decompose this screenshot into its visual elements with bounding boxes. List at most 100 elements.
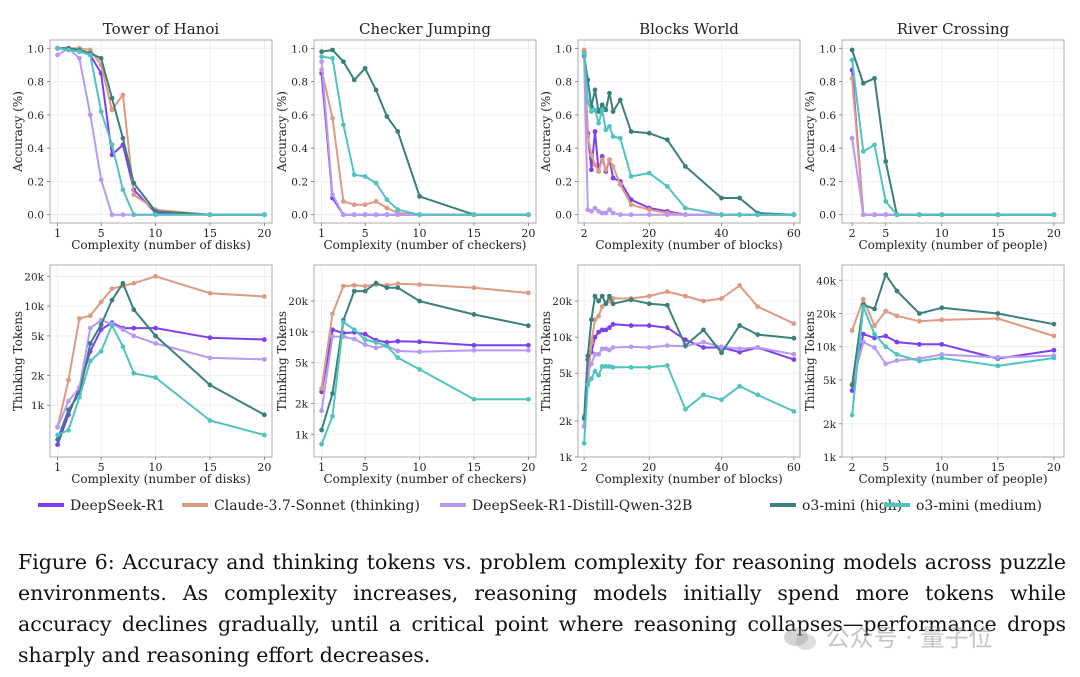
series-line bbox=[320, 61, 529, 216]
data-point bbox=[395, 338, 401, 344]
data-point bbox=[603, 301, 609, 307]
data-point bbox=[860, 296, 866, 302]
y-tick-label: 0.8 bbox=[27, 77, 44, 89]
data-point bbox=[607, 293, 612, 299]
data-point bbox=[646, 207, 652, 213]
y-tick-label: 5k bbox=[31, 331, 45, 343]
data-point bbox=[603, 327, 609, 333]
data-point bbox=[120, 327, 126, 332]
data-point bbox=[261, 432, 267, 438]
x-axis-label: Complexity (number of blocks) bbox=[595, 238, 782, 252]
data-point bbox=[737, 346, 743, 352]
series-line bbox=[320, 69, 529, 216]
y-tick-label: 0.0 bbox=[555, 210, 572, 222]
data-point bbox=[628, 202, 634, 208]
data-point bbox=[351, 282, 357, 288]
data-point bbox=[682, 205, 688, 211]
data-point bbox=[340, 283, 346, 289]
x-tick-label: 40 bbox=[715, 461, 729, 474]
x-tick-label: 5 bbox=[882, 227, 889, 240]
data-point bbox=[701, 345, 706, 350]
data-point bbox=[340, 198, 346, 204]
data-point bbox=[55, 52, 61, 58]
y-tick-label: 5k bbox=[823, 375, 837, 387]
data-point bbox=[755, 392, 761, 398]
x-tick-label: 2 bbox=[581, 461, 588, 474]
data-point bbox=[628, 364, 634, 370]
legend-item: o3-mini (high) bbox=[770, 498, 902, 514]
data-point bbox=[872, 331, 877, 337]
watermark-text: 公众号 · 量子位 bbox=[825, 624, 993, 652]
x-axis-label: Complexity (number of blocks) bbox=[595, 472, 782, 486]
y-tick-label: 0.2 bbox=[555, 176, 572, 188]
data-point bbox=[525, 396, 531, 402]
data-point bbox=[395, 129, 401, 134]
data-point bbox=[207, 335, 213, 341]
data-point bbox=[76, 394, 82, 400]
data-point bbox=[628, 344, 634, 350]
legend-label: Claude-3.7-Sonnet (thinking) bbox=[214, 498, 420, 514]
data-point bbox=[351, 336, 357, 342]
legend-item: Claude-3.7-Sonnet (thinking) bbox=[182, 498, 420, 514]
y-tick-label: 1k bbox=[31, 400, 45, 412]
data-point bbox=[207, 212, 213, 218]
x-tick-label: 5 bbox=[98, 227, 105, 240]
data-point bbox=[646, 293, 652, 299]
y-tick-label: 2k bbox=[823, 419, 837, 431]
data-point bbox=[755, 332, 761, 338]
data-point bbox=[603, 167, 609, 173]
x-tick-label: 20 bbox=[1047, 227, 1061, 240]
data-point bbox=[261, 412, 267, 418]
data-point bbox=[894, 358, 900, 363]
data-point bbox=[737, 283, 743, 288]
data-point bbox=[98, 55, 104, 61]
data-point bbox=[916, 318, 922, 324]
chart-title: River Crossing bbox=[897, 20, 1010, 38]
data-point bbox=[362, 174, 368, 179]
x-tick-label: 40 bbox=[715, 227, 729, 240]
series-line bbox=[583, 323, 795, 427]
data-point bbox=[362, 288, 368, 294]
x-axis-label: Complexity (number of people) bbox=[858, 472, 1047, 486]
legend-item: DeepSeek-R1 bbox=[38, 498, 165, 514]
x-tick-label: 2 bbox=[581, 227, 588, 240]
data-point bbox=[995, 316, 1001, 321]
data-point bbox=[610, 210, 616, 216]
data-point bbox=[120, 187, 126, 193]
data-point bbox=[351, 172, 357, 178]
data-point bbox=[1051, 355, 1057, 361]
x-tick-label: 20 bbox=[642, 227, 656, 240]
data-point bbox=[330, 413, 335, 419]
data-point bbox=[599, 102, 605, 108]
data-point bbox=[701, 327, 706, 333]
y-axis-label: Accuracy (%) bbox=[11, 91, 25, 173]
y-tick-label: 1k bbox=[559, 452, 573, 464]
data-point bbox=[373, 198, 379, 204]
data-point bbox=[603, 107, 609, 113]
data-point bbox=[384, 285, 390, 291]
y-tick-label: 1.0 bbox=[291, 43, 308, 55]
plot-frame bbox=[313, 39, 537, 224]
data-point bbox=[872, 75, 877, 81]
data-point bbox=[261, 212, 267, 218]
data-point bbox=[330, 55, 335, 61]
x-tick-label: 20 bbox=[521, 227, 535, 240]
data-point bbox=[860, 80, 866, 86]
x-tick-label: 60 bbox=[787, 461, 801, 474]
data-point bbox=[585, 353, 591, 359]
x-axis-label: Complexity (number of people) bbox=[858, 238, 1047, 252]
data-point bbox=[76, 55, 82, 61]
data-point bbox=[646, 301, 652, 307]
data-point bbox=[351, 288, 357, 294]
data-point bbox=[1051, 333, 1057, 339]
y-tick-label: 5k bbox=[295, 358, 309, 370]
data-point bbox=[131, 192, 137, 198]
y-tick-label: 0.2 bbox=[819, 176, 836, 188]
data-point bbox=[98, 177, 104, 183]
x-axis-label: Complexity (number of disks) bbox=[71, 238, 251, 252]
data-point bbox=[585, 382, 591, 388]
series-line bbox=[851, 138, 1054, 216]
chart-panel: 2 20 40 60 0.0 0.2 0.4 0.6 0.8 1.0 Blocks World Com… bbox=[539, 20, 801, 252]
data-point bbox=[995, 354, 1001, 360]
